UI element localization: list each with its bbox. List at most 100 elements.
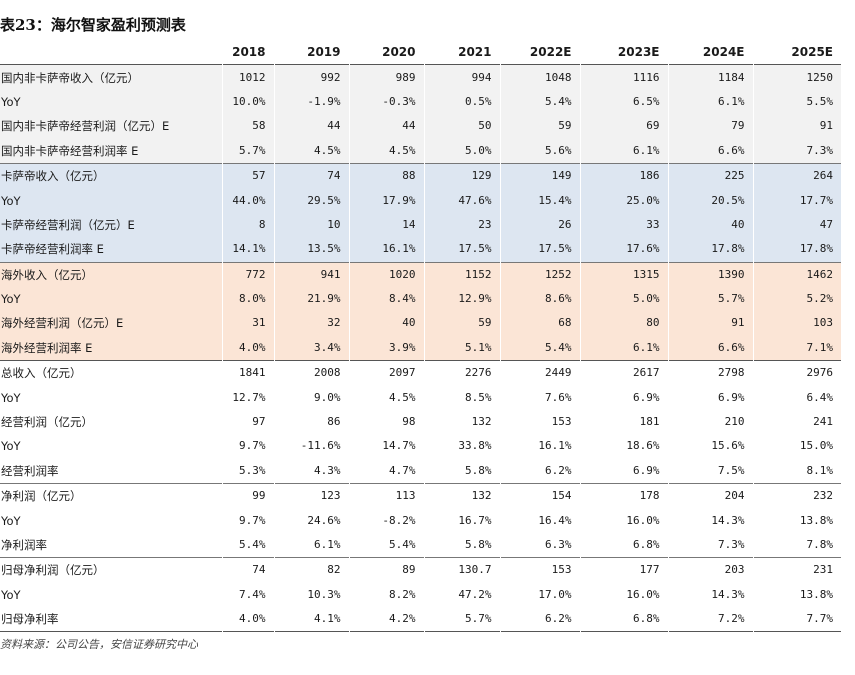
- value-cell: 40: [667, 212, 753, 238]
- row-label: 卡萨帝经营利润（亿元）E: [0, 212, 222, 238]
- value-cell: 1252: [499, 262, 580, 287]
- value-cell: 6.6%: [667, 335, 753, 361]
- row-label: 归母净利润（亿元）: [1, 563, 105, 578]
- value-cell: 1012: [221, 64, 274, 90]
- value-cell: 6.3%: [499, 532, 580, 558]
- value-cell: 4.2%: [348, 606, 424, 632]
- value-cell: 232: [752, 483, 841, 509]
- value-cell: 149: [499, 163, 580, 189]
- value-cell: 10.3%: [273, 582, 349, 607]
- table-row: 国内非卡萨帝经营利润（亿元）E 58 44 44 50 59 69 79 91: [0, 114, 841, 139]
- value-cell: 97: [221, 409, 274, 435]
- value-cell: 16.1%: [499, 434, 580, 459]
- value-cell: 6.9%: [579, 385, 668, 410]
- value-cell: 88: [348, 163, 424, 189]
- value-cell: 15.4%: [499, 188, 580, 213]
- value-cell: 5.0%: [423, 138, 500, 164]
- value-cell: 17.8%: [667, 237, 753, 263]
- value-cell: 10: [273, 212, 349, 238]
- value-cell: 12.7%: [221, 385, 274, 410]
- value-cell: 9.0%: [273, 385, 349, 410]
- value-cell: 8.5%: [423, 385, 500, 410]
- value-cell: 4.0%: [221, 606, 274, 632]
- row-label: 净利润（亿元）: [1, 489, 82, 504]
- table-row: 国内非卡萨帝经营利润率 E 5.7% 4.5% 4.5% 5.0% 5.6% 6.1% 6.6…: [0, 138, 841, 164]
- header-year-cell: 2025E: [752, 40, 841, 65]
- header-year-cell: 2018: [221, 40, 274, 65]
- value-cell: 9.7%: [221, 508, 274, 533]
- value-cell: 5.4%: [499, 89, 580, 115]
- row-label: YoY: [1, 513, 21, 528]
- value-cell: 16.7%: [423, 508, 500, 533]
- value-cell: 24.6%: [273, 508, 349, 533]
- table-row: YoY 7.4% 10.3% 8.2% 47.2% 17.0% 16.0% 14.3% 13.8…: [0, 582, 841, 607]
- value-cell: 1048: [499, 64, 580, 90]
- table-row: YoY 44.0% 29.5% 17.9% 47.6% 15.4% 25.0% 20.5% 17…: [0, 188, 841, 213]
- value-cell: 3.4%: [273, 335, 349, 361]
- value-cell: 20.5%: [667, 188, 753, 213]
- value-cell: 47.2%: [423, 582, 500, 607]
- value-cell: 44: [273, 114, 349, 139]
- value-cell: 44: [348, 114, 424, 139]
- value-cell: 1152: [423, 262, 500, 287]
- value-cell: 5.7%: [423, 606, 500, 632]
- value-cell: 14.1%: [221, 237, 274, 263]
- value-cell: 1462: [752, 262, 841, 287]
- header-year-cell: 2021: [423, 40, 500, 65]
- value-cell: 16.4%: [499, 508, 580, 533]
- value-cell: 0.5%: [423, 89, 500, 115]
- value-cell: 15.0%: [752, 434, 841, 459]
- value-cell: 16.0%: [579, 508, 668, 533]
- value-cell: 6.1%: [579, 335, 668, 361]
- value-cell: 14.7%: [348, 434, 424, 459]
- value-cell: 153: [499, 557, 580, 583]
- value-cell: 5.0%: [579, 286, 668, 312]
- value-cell: 103: [752, 311, 841, 336]
- value-cell: 2276: [423, 360, 500, 386]
- value-cell: 4.1%: [273, 606, 349, 632]
- value-cell: 16.0%: [579, 582, 668, 607]
- value-cell: 177: [579, 557, 668, 583]
- value-cell: 1250: [752, 64, 841, 90]
- value-cell: 18.6%: [579, 434, 668, 459]
- row-label: 海外经营利润率 E: [0, 335, 222, 361]
- value-cell: 15.6%: [667, 434, 753, 459]
- value-cell: 82: [273, 557, 349, 583]
- value-cell: 1116: [579, 64, 668, 90]
- value-cell: 178: [579, 483, 668, 509]
- value-cell: 13.8%: [752, 508, 841, 533]
- value-cell: 12.9%: [423, 286, 500, 312]
- value-cell: 7.7%: [752, 606, 841, 632]
- row-label: 经营利润率: [1, 463, 59, 478]
- value-cell: 79: [667, 114, 753, 139]
- value-cell: 57: [221, 163, 274, 189]
- value-cell: 210: [667, 409, 753, 435]
- row-label: 总收入（亿元）: [1, 366, 82, 381]
- value-cell: -11.6%: [273, 434, 349, 459]
- value-cell: 98: [348, 409, 424, 435]
- value-cell: 7.3%: [752, 138, 841, 164]
- value-cell: 186: [579, 163, 668, 189]
- value-cell: 6.8%: [579, 532, 668, 558]
- value-cell: 132: [423, 409, 500, 435]
- value-cell: 47.6%: [423, 188, 500, 213]
- value-cell: 17.5%: [423, 237, 500, 263]
- table-row: 海外经营利润（亿元）E 31 32 40 59 68 80 91 103: [0, 311, 841, 336]
- value-cell: 5.7%: [667, 286, 753, 312]
- value-cell: 6.2%: [499, 606, 580, 632]
- value-cell: 5.8%: [423, 532, 500, 558]
- table-row: 总收入（亿元） 1841 2008 2097 2276 2449 2617 2798 2976: [0, 360, 841, 386]
- value-cell: 44.0%: [221, 188, 274, 213]
- table-row: YoY 10.0% -1.9% -0.3% 0.5% 5.4% 6.5% 6.1% 5.5%: [0, 89, 841, 115]
- value-cell: 74: [221, 557, 274, 583]
- value-cell: 203: [667, 557, 753, 583]
- value-cell: 6.1%: [273, 532, 349, 558]
- value-cell: 91: [752, 114, 841, 139]
- table-row: 卡萨帝经营利润（亿元）E 8 10 14 23 26 33 40 47: [0, 212, 841, 238]
- value-cell: 89: [348, 557, 424, 583]
- table-row: 经营利润（亿元） 97 86 98 132 153 181 210 241: [0, 409, 841, 435]
- table-row: YoY 12.7% 9.0% 4.5% 8.5% 7.6% 6.9% 6.9% 6.4%: [0, 385, 841, 410]
- row-label: YoY: [0, 188, 222, 213]
- value-cell: 6.8%: [579, 606, 668, 632]
- value-cell: 1841: [221, 360, 274, 386]
